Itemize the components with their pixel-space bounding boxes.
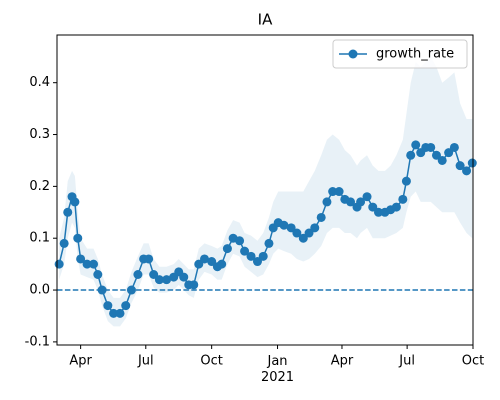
data-point	[54, 259, 64, 269]
data-point	[346, 197, 356, 207]
data-point	[240, 246, 250, 256]
data-point	[406, 150, 416, 160]
data-point	[82, 259, 92, 269]
data-point	[373, 207, 383, 217]
data-point	[258, 251, 268, 261]
legend-box	[332, 39, 468, 69]
x-tick-label: Apr	[331, 354, 354, 369]
data-point	[121, 301, 131, 311]
data-point	[246, 251, 256, 261]
data-point	[455, 161, 465, 171]
data-point	[286, 223, 296, 233]
y-tick-label: 0.2	[29, 179, 50, 194]
data-point	[217, 259, 227, 269]
y-tick-label: 0.1	[29, 231, 50, 246]
data-point	[73, 233, 83, 243]
legend-label: growth_rate	[376, 47, 454, 62]
data-point	[89, 259, 99, 269]
data-point	[115, 308, 125, 318]
chart-title: IA	[258, 11, 273, 29]
data-point	[70, 197, 80, 207]
legend-marker	[348, 49, 358, 59]
plot-frame	[56, 34, 474, 346]
data-point	[97, 285, 107, 295]
data-point	[76, 254, 86, 264]
data-point	[149, 269, 159, 279]
x-tick-label: Jul	[137, 354, 154, 369]
data-point	[462, 166, 472, 176]
data-point	[162, 275, 172, 285]
data-point	[207, 257, 217, 267]
data-point	[368, 202, 378, 212]
x-tick-label: Oct	[462, 354, 484, 369]
data-point	[431, 150, 441, 160]
data-point	[328, 187, 338, 197]
data-point	[179, 272, 189, 282]
data-point	[292, 228, 302, 238]
data-point	[467, 158, 477, 168]
data-point	[63, 207, 73, 217]
data-point	[334, 187, 344, 197]
data-point	[194, 259, 204, 269]
data-point	[401, 176, 411, 186]
data-point	[411, 140, 421, 150]
data-point	[391, 202, 401, 212]
x-tick-label: Oct	[200, 354, 222, 369]
x-tick-label: Apr	[69, 354, 92, 369]
data-point	[304, 228, 314, 238]
y-tick-label: -0.1	[25, 334, 50, 349]
data-point	[310, 223, 320, 233]
data-point	[59, 238, 69, 248]
x-tick-label: Jul	[398, 354, 415, 369]
y-tick-label: 0.4	[29, 75, 50, 90]
data-point	[398, 194, 408, 204]
data-point	[298, 233, 308, 243]
y-tick-label: 0.0	[29, 283, 50, 298]
data-point	[144, 254, 154, 264]
data-point	[235, 236, 245, 246]
data-point	[133, 269, 143, 279]
confidence-band	[59, 56, 473, 327]
data-point	[126, 285, 136, 295]
data-point	[252, 257, 262, 267]
data-point	[199, 254, 209, 264]
data-point	[362, 192, 372, 202]
data-point	[222, 244, 232, 254]
data-point	[449, 142, 459, 152]
data-point	[316, 212, 326, 222]
data-point	[264, 238, 274, 248]
data-point	[154, 275, 164, 285]
data-point	[109, 308, 119, 318]
data-point	[103, 301, 113, 311]
y-tick-label: 0.3	[29, 127, 50, 142]
data-point	[322, 197, 332, 207]
x-tick-label: Jan 2021	[261, 354, 294, 385]
data-point	[437, 155, 447, 165]
data-point	[93, 269, 103, 279]
data-point	[426, 142, 436, 152]
data-point	[279, 220, 289, 230]
data-point	[189, 280, 199, 290]
data-point	[444, 148, 454, 158]
data-point	[356, 197, 366, 207]
